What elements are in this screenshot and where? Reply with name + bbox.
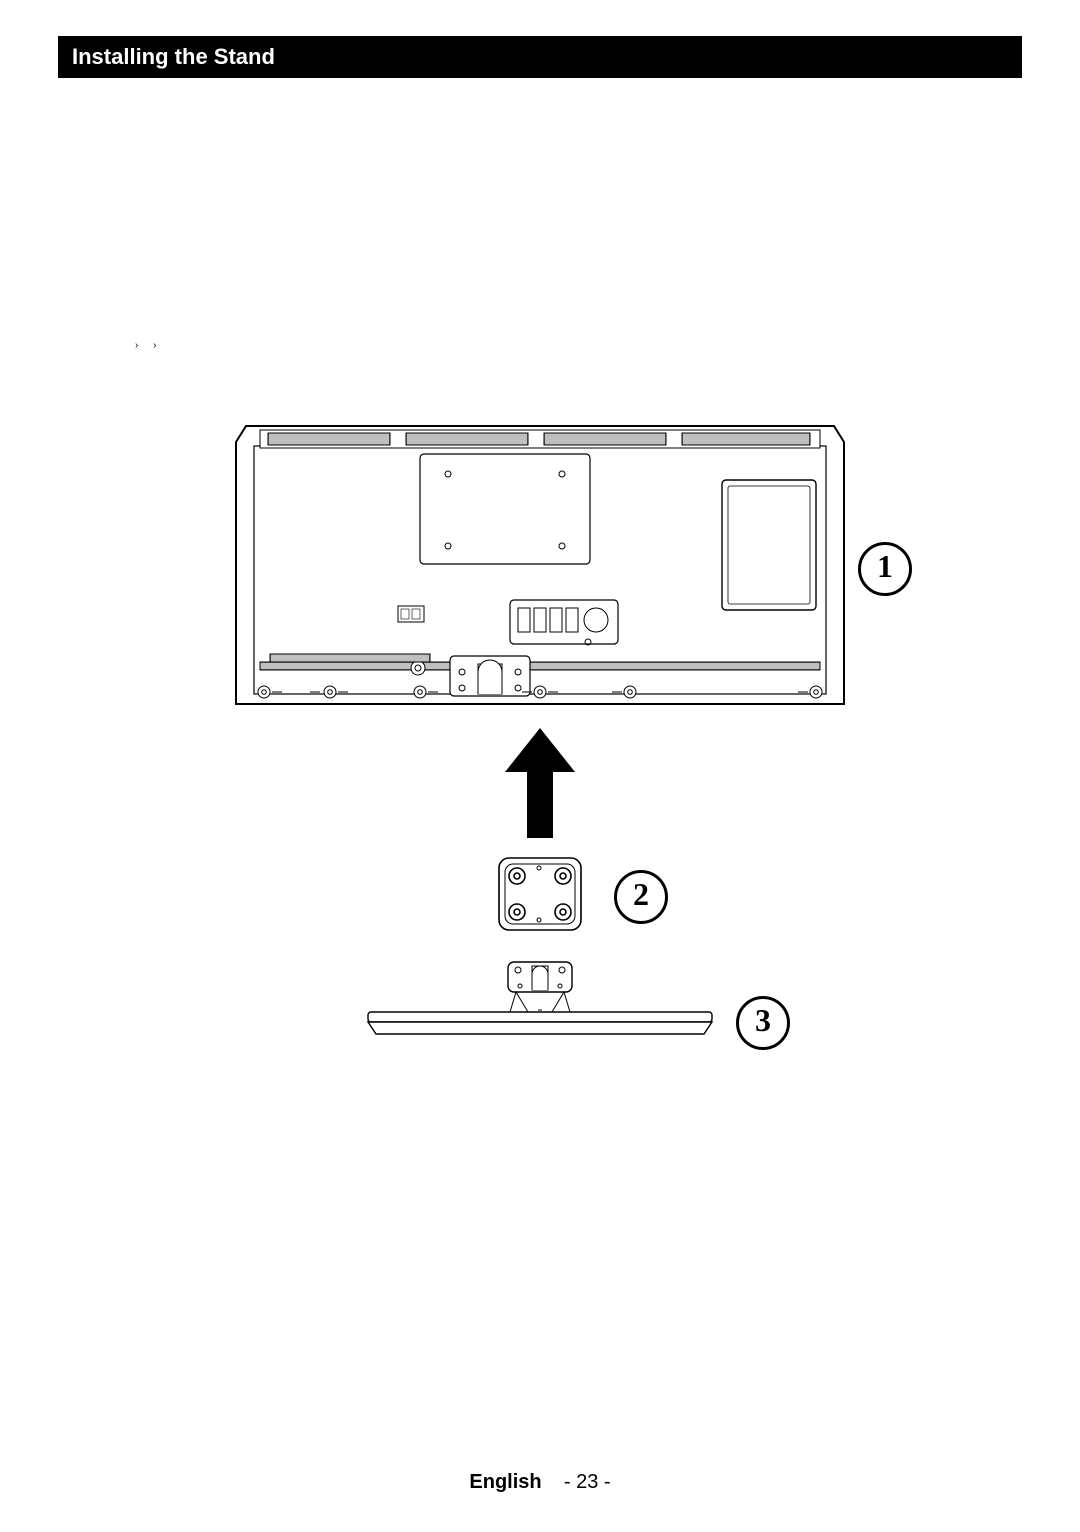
callout-three: 3 [736, 996, 790, 1050]
stand-base-wrap: 3 [230, 960, 850, 1050]
footer-sep [547, 1471, 558, 1493]
tiny-marks: › › [135, 340, 162, 351]
footer-dash1: - [564, 1471, 576, 1493]
page-footer: English - 23 - [0, 1471, 1080, 1494]
arrow-up-wrap [230, 728, 850, 838]
footer-dash2: - [598, 1471, 610, 1493]
tv-rear-illustration [230, 420, 850, 710]
footer-page-number: 23 [576, 1471, 598, 1493]
callout-two: 2 [614, 870, 668, 924]
section-heading: Installing the Stand [58, 36, 1022, 78]
stand-base-illustration [360, 960, 720, 1050]
figure-container: 1 [230, 420, 850, 1050]
section-heading-text: Installing the Stand [72, 44, 275, 69]
manual-page: Installing the Stand › › [0, 0, 1080, 1532]
arrow-up-icon [505, 728, 575, 838]
neck-piece-wrap: 2 [230, 854, 850, 934]
callout-one: 1 [858, 542, 912, 596]
neck-piece-illustration [495, 854, 585, 934]
callout-one-text: 1 [877, 548, 893, 584]
footer-language: English [469, 1471, 541, 1493]
callout-two-text: 2 [633, 876, 649, 912]
callout-three-text: 3 [755, 1002, 771, 1038]
